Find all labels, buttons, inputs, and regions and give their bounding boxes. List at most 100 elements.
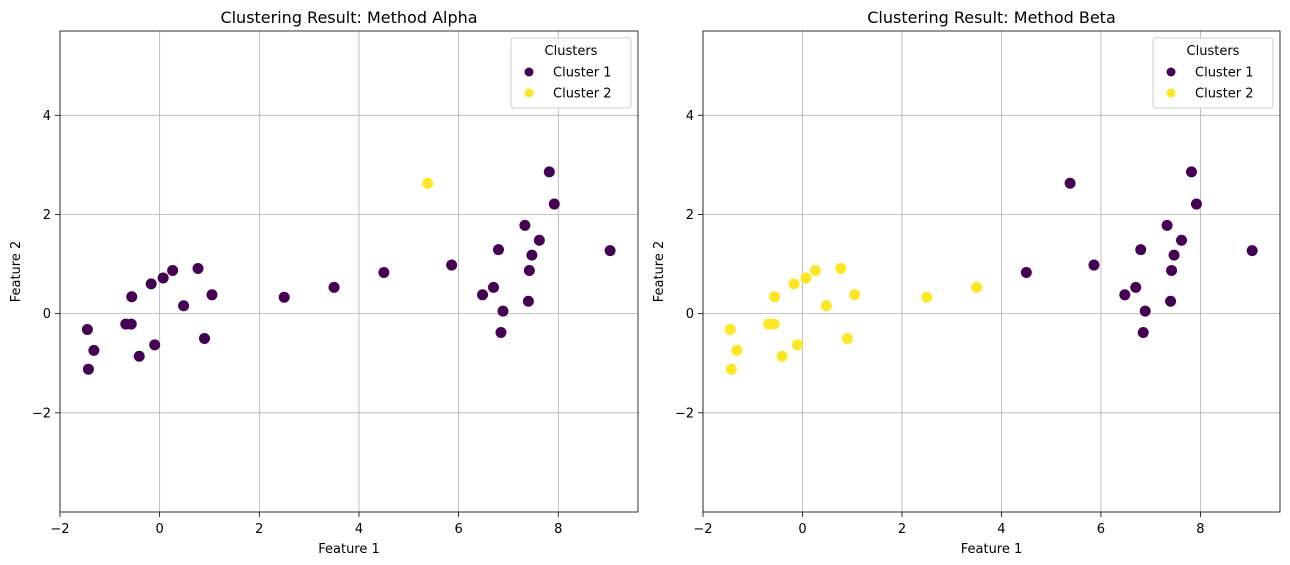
- data-point-cluster-2: [792, 339, 804, 351]
- data-point-cluster-1: [488, 281, 499, 293]
- data-point-cluster-1: [199, 332, 210, 344]
- data-point-cluster-2: [800, 272, 812, 284]
- data-point-cluster-1: [133, 350, 145, 362]
- y-tick-label: 0: [686, 307, 694, 322]
- data-point-cluster-1: [548, 198, 560, 210]
- x-tick-label: 2: [255, 522, 263, 537]
- data-point-cluster-1: [1185, 166, 1197, 178]
- x-tick-label: 2: [898, 522, 906, 537]
- data-point-cluster-1: [1176, 234, 1188, 246]
- plot-frame: [702, 30, 1281, 513]
- x-tick-label: 6: [1097, 522, 1105, 537]
- x-tick-label: 0: [798, 522, 806, 537]
- data-point-cluster-1: [126, 291, 138, 303]
- data-point-cluster-1: [378, 266, 390, 278]
- chart-title: Clustering Result: Method Alpha: [220, 8, 477, 27]
- data-point-cluster-1: [149, 339, 161, 351]
- chart-panel-1: −2 0 2 4 6 8 −2 0 2 4 Clustering Result: Method Al…: [9, 8, 639, 557]
- y-tick-label: −2: [32, 406, 51, 421]
- legend-box: [510, 37, 632, 109]
- legend-marker-cluster-1: [1166, 67, 1176, 77]
- y-axis-label: Feature 2: [9, 241, 24, 303]
- legend-label: Cluster 1: [553, 66, 612, 81]
- legend-marker-cluster-1: [524, 67, 534, 77]
- data-point-cluster-2: [731, 344, 743, 356]
- data-point-cluster-1: [192, 263, 204, 275]
- data-point-cluster-1: [1137, 326, 1149, 338]
- legend-box: [1152, 37, 1274, 109]
- x-tick-label: 8: [1196, 522, 1204, 537]
- data-point-cluster-1: [522, 295, 534, 307]
- data-point-cluster-1: [178, 300, 190, 312]
- legend-label: Cluster 2: [553, 87, 612, 102]
- data-point-cluster-1: [328, 281, 340, 293]
- data-point-cluster-1: [543, 166, 555, 178]
- data-point-cluster-1: [82, 363, 94, 375]
- data-point-cluster-1: [526, 249, 538, 261]
- y-tick-label: 2: [686, 208, 694, 223]
- y-axis-label: Feature 2: [652, 241, 667, 303]
- data-point-cluster-1: [157, 272, 169, 284]
- data-point-cluster-2: [835, 263, 847, 275]
- data-point-cluster-2: [788, 278, 800, 290]
- data-point-cluster-1: [1119, 289, 1131, 301]
- data-point-cluster-2: [820, 300, 832, 312]
- data-point-cluster-2: [724, 324, 736, 336]
- data-point-cluster-2: [769, 291, 781, 303]
- data-point-cluster-1: [519, 219, 531, 231]
- legend-title: Clusters: [1187, 44, 1240, 59]
- y-tick-label: 0: [43, 307, 51, 322]
- data-point-cluster-2: [841, 332, 853, 344]
- data-point-cluster-1: [604, 245, 616, 257]
- chart-title: Clustering Result: Method Beta: [867, 8, 1116, 27]
- data-point-cluster-1: [1168, 249, 1180, 261]
- data-point-cluster-1: [1190, 198, 1202, 210]
- legend-marker-cluster-2: [524, 88, 534, 98]
- y-tick-label: −2: [675, 406, 694, 421]
- y-tick-label: 4: [43, 109, 51, 124]
- legend: Clusters Cluster 1 Cluster 2: [1152, 37, 1274, 109]
- y-tick-label: 2: [43, 208, 51, 223]
- legend-label: Cluster 1: [1195, 66, 1254, 81]
- x-tick-label: −2: [693, 522, 712, 537]
- legend: Clusters Cluster 1 Cluster 2: [510, 37, 632, 109]
- data-point-cluster-1: [88, 344, 100, 356]
- x-tick-label: 4: [355, 522, 363, 537]
- data-point-cluster-2: [921, 291, 933, 303]
- x-tick-label: 0: [156, 522, 164, 537]
- x-axis-label: Feature 1: [961, 542, 1023, 557]
- data-point-cluster-1: [1165, 295, 1177, 307]
- data-point-cluster-1: [1064, 177, 1076, 189]
- data-point-cluster-1: [495, 326, 507, 338]
- data-point-cluster-1: [1020, 266, 1032, 278]
- data-point-cluster-2: [849, 289, 861, 301]
- legend-title: Clusters: [545, 44, 598, 59]
- data-point-cluster-2: [809, 265, 821, 277]
- data-point-cluster-1: [1161, 219, 1173, 231]
- data-point-cluster-1: [81, 324, 93, 336]
- plot-frame: [59, 30, 639, 513]
- y-tick-label: 4: [686, 109, 694, 124]
- data-point-cluster-1: [477, 289, 489, 301]
- data-point-cluster-1: [523, 265, 535, 277]
- x-tick-label: 6: [454, 522, 462, 537]
- data-point-cluster-1: [492, 244, 504, 256]
- data-point-cluster-1: [145, 278, 157, 290]
- data-point-cluster-2: [776, 350, 788, 362]
- x-axis-label: Feature 1: [318, 542, 380, 557]
- legend-label: Cluster 2: [1195, 87, 1254, 102]
- data-point-cluster-1: [1130, 281, 1142, 293]
- data-point-cluster-1: [206, 289, 218, 301]
- x-tick-label: 8: [554, 522, 562, 537]
- data-point-cluster-1: [1246, 245, 1258, 257]
- data-point-cluster-2: [971, 281, 983, 293]
- x-tick-label: −2: [50, 522, 69, 537]
- data-point-cluster-1: [533, 234, 545, 246]
- data-point-cluster-2: [768, 318, 780, 330]
- data-point-cluster-1: [278, 291, 290, 303]
- data-point-cluster-1: [1139, 305, 1151, 317]
- data-point-cluster-1: [125, 318, 137, 330]
- data-point-cluster-1: [497, 305, 509, 317]
